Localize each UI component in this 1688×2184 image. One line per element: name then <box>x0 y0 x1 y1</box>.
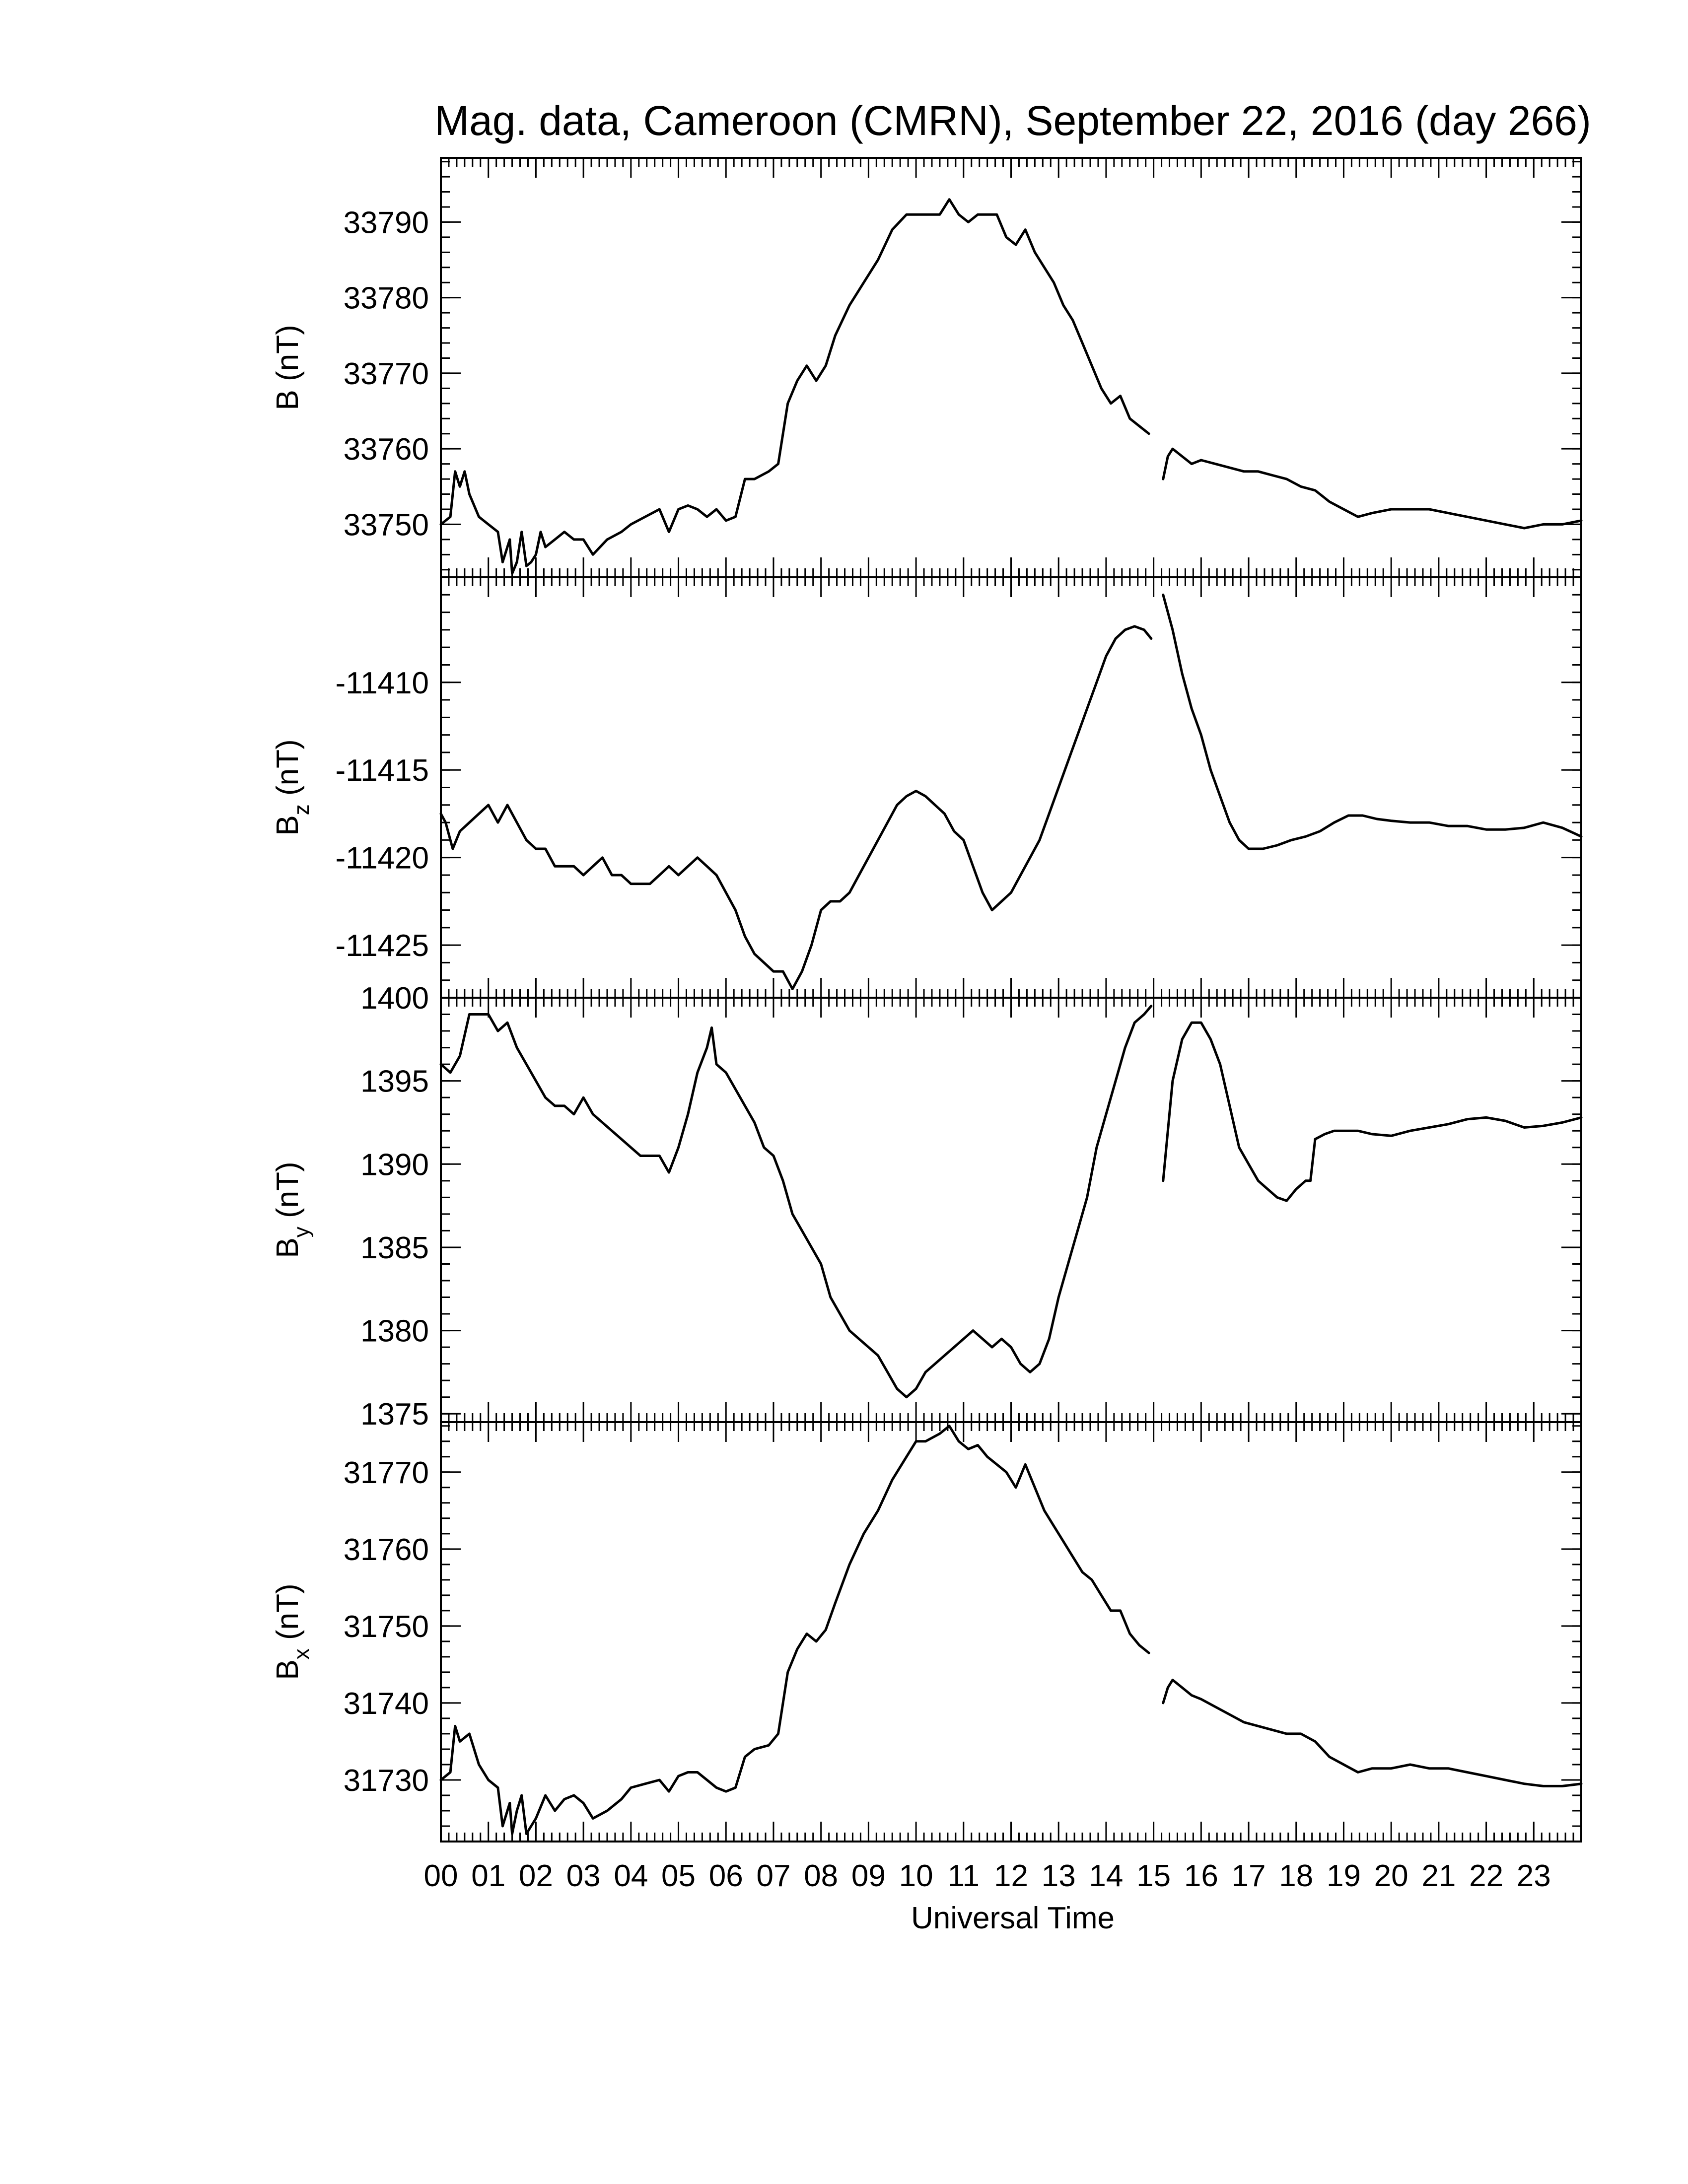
series-line-segment-2 <box>1162 1021 1583 1202</box>
x-tick-label: 03 <box>566 1859 601 1893</box>
y-tick-label: 31750 <box>344 1610 429 1644</box>
y-tick-label: 31760 <box>344 1533 429 1567</box>
x-tick-label: 18 <box>1279 1859 1313 1893</box>
y-axis-label: By (nT) <box>271 1161 314 1258</box>
y-tick-label: 33770 <box>344 357 429 391</box>
y-tick-label: -11415 <box>336 753 429 788</box>
series-line-segment-1 <box>439 198 1150 575</box>
series-line-segment-1 <box>439 625 1153 990</box>
y-axis-label: Bz (nT) <box>271 739 314 835</box>
x-tick-label: 06 <box>709 1859 743 1893</box>
x-tick-label: 04 <box>614 1859 648 1893</box>
x-tick-label: 16 <box>1184 1859 1218 1893</box>
panel-3: 1375 1380 1385 1390 1395 1400 By (nT) <box>271 981 1583 1432</box>
panel-4: 31730 31740 31750 31760 31770 Bx (nT) <box>271 1421 1583 1843</box>
y-tick-label: -11425 <box>336 929 429 963</box>
x-tick-label: 14 <box>1089 1859 1123 1893</box>
y-tick-label: -11420 <box>336 841 429 876</box>
x-tick-label: 09 <box>851 1859 886 1893</box>
panel-2: -11410 -11415 -11420 -11425 Bz (nT) <box>271 576 1583 999</box>
x-tick-label: 10 <box>899 1859 933 1893</box>
y-tick-label: 33750 <box>344 508 429 542</box>
y-tick-label: 31740 <box>344 1687 429 1721</box>
x-tick-label: 02 <box>519 1859 553 1893</box>
x-tick-label: 01 <box>471 1859 505 1893</box>
y-tick-label: 33790 <box>344 205 429 240</box>
series-line-segment-2 <box>1162 1678 1583 1787</box>
x-tick-label: 07 <box>756 1859 790 1893</box>
x-tick-label: 08 <box>804 1859 838 1893</box>
series-line-segment-1 <box>439 1425 1150 1835</box>
x-tick-label: 00 <box>424 1859 458 1893</box>
x-tick-label: 19 <box>1327 1859 1361 1893</box>
y-axis-label: B (nT) <box>271 325 305 410</box>
y-tick-label: 1390 <box>360 1148 429 1182</box>
series-line-segment-2 <box>1162 447 1583 530</box>
plot-frame <box>440 1421 1582 1843</box>
x-tick-labels: 00 01 02 03 04 05 06 07 08 09 10 11 12 13 14 15 16 17 18 19… <box>424 1859 1551 1893</box>
y-tick-label: 1395 <box>360 1065 429 1099</box>
x-axis-label: Universal Time <box>911 1901 1115 1935</box>
x-tick-label: 05 <box>661 1859 696 1893</box>
y-tick-label: 1380 <box>360 1314 429 1349</box>
y-tick-label: 33780 <box>344 281 429 316</box>
plot-frame <box>440 576 1582 999</box>
x-tick-label: 12 <box>994 1859 1028 1893</box>
panel-1: 33750 33760 33770 33780 33790 B (nT) <box>271 157 1583 578</box>
y-axis-label: Bx (nT) <box>271 1583 314 1680</box>
x-tick-label: 15 <box>1136 1859 1171 1893</box>
x-tick-label: 22 <box>1469 1859 1503 1893</box>
x-tick-label: 17 <box>1232 1859 1266 1893</box>
series-line-segment-1 <box>439 1005 1153 1399</box>
x-tick-label: 21 <box>1421 1859 1456 1893</box>
series-line-segment-2 <box>1162 593 1583 850</box>
y-tick-label: 1400 <box>360 981 429 1016</box>
y-tick-label: 1385 <box>360 1231 429 1265</box>
x-tick-label: 23 <box>1517 1859 1551 1893</box>
y-tick-label: 33760 <box>344 432 429 467</box>
plot-frame <box>440 157 1582 578</box>
x-tick-label: 13 <box>1042 1859 1076 1893</box>
x-tick-label: 11 <box>948 1859 980 1893</box>
y-tick-label: 1375 <box>360 1397 429 1432</box>
y-tick-label: 31770 <box>344 1456 429 1490</box>
y-tick-label: -11410 <box>336 666 429 700</box>
plot-frame <box>440 997 1582 1423</box>
x-tick-label: 20 <box>1374 1859 1408 1893</box>
chart-title: Mag. data, Cameroon (CMRN), September 22… <box>434 97 1591 144</box>
y-tick-label: 31730 <box>344 1764 429 1798</box>
